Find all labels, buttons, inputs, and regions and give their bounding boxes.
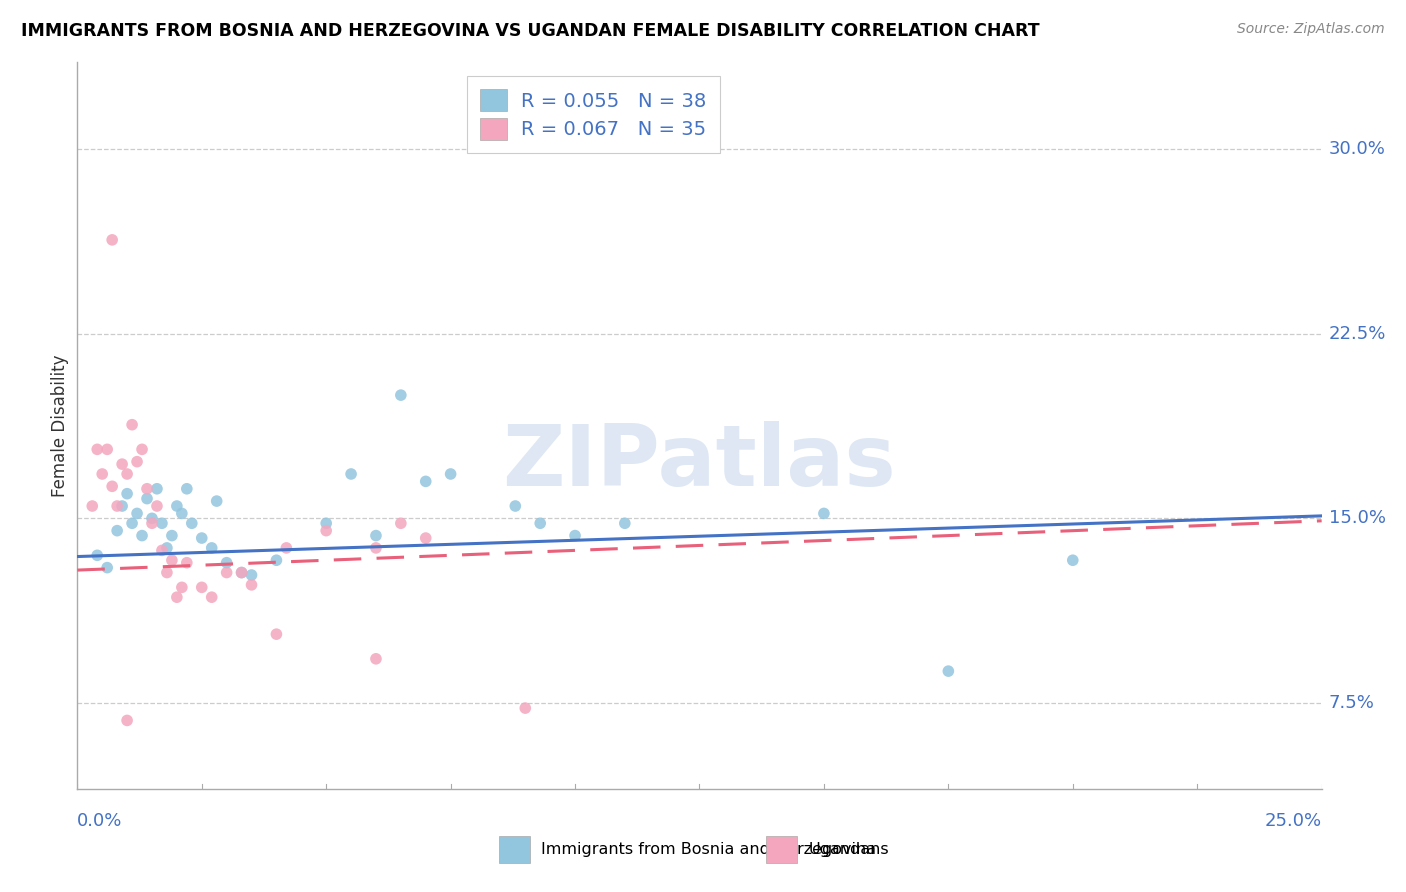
Point bbox=[315, 516, 337, 531]
Point bbox=[160, 553, 183, 567]
Y-axis label: Female Disability: Female Disability bbox=[51, 355, 69, 497]
Point bbox=[176, 556, 198, 570]
Point bbox=[364, 528, 387, 542]
Point bbox=[156, 541, 179, 555]
Point bbox=[191, 531, 214, 545]
Point bbox=[340, 467, 363, 481]
Point bbox=[170, 507, 193, 521]
Point bbox=[180, 516, 202, 531]
Point bbox=[389, 516, 412, 531]
Point bbox=[115, 467, 138, 481]
Point bbox=[121, 516, 143, 531]
Point bbox=[125, 455, 148, 469]
Point bbox=[215, 556, 238, 570]
Text: IMMIGRANTS FROM BOSNIA AND HERZEGOVINA VS UGANDAN FEMALE DISABILITY CORRELATION : IMMIGRANTS FROM BOSNIA AND HERZEGOVINA V… bbox=[21, 22, 1039, 40]
Point bbox=[91, 467, 114, 481]
Point bbox=[141, 511, 163, 525]
Point bbox=[364, 652, 387, 666]
Point bbox=[440, 467, 463, 481]
Point bbox=[136, 491, 159, 506]
Point bbox=[231, 566, 253, 580]
Point bbox=[166, 499, 188, 513]
Text: Source: ZipAtlas.com: Source: ZipAtlas.com bbox=[1237, 22, 1385, 37]
Point bbox=[111, 499, 134, 513]
Point bbox=[315, 524, 337, 538]
Point bbox=[205, 494, 228, 508]
Point bbox=[136, 482, 159, 496]
Text: ZIPatlas: ZIPatlas bbox=[502, 421, 897, 504]
Text: 22.5%: 22.5% bbox=[1329, 325, 1386, 343]
Point bbox=[364, 541, 387, 555]
Point bbox=[101, 233, 124, 247]
Point bbox=[813, 507, 835, 521]
Point bbox=[1062, 553, 1084, 567]
Point bbox=[564, 528, 586, 542]
Point bbox=[201, 541, 224, 555]
Point bbox=[150, 516, 173, 531]
Legend: R = 0.055   N = 38, R = 0.067   N = 35: R = 0.055 N = 38, R = 0.067 N = 35 bbox=[467, 76, 720, 153]
Point bbox=[146, 482, 169, 496]
Point bbox=[266, 627, 288, 641]
Point bbox=[170, 580, 193, 594]
Point bbox=[115, 486, 138, 500]
Point bbox=[121, 417, 143, 432]
Point bbox=[166, 591, 188, 605]
Point bbox=[201, 591, 224, 605]
Point bbox=[191, 580, 214, 594]
Point bbox=[86, 442, 108, 457]
Text: Ugandans: Ugandans bbox=[808, 842, 889, 856]
Point bbox=[529, 516, 551, 531]
Text: 15.0%: 15.0% bbox=[1329, 509, 1386, 527]
Point bbox=[505, 499, 527, 513]
Text: 0.0%: 0.0% bbox=[77, 812, 122, 830]
Point bbox=[101, 479, 124, 493]
Point bbox=[389, 388, 412, 402]
Point bbox=[96, 560, 118, 574]
Point bbox=[938, 664, 960, 678]
Point bbox=[266, 553, 288, 567]
Point bbox=[240, 578, 263, 592]
Point bbox=[176, 482, 198, 496]
Point bbox=[96, 442, 118, 457]
Point bbox=[82, 499, 104, 513]
Point bbox=[111, 457, 134, 471]
Point bbox=[105, 524, 128, 538]
Point bbox=[215, 566, 238, 580]
Point bbox=[515, 701, 537, 715]
Point bbox=[156, 566, 179, 580]
Point bbox=[131, 442, 153, 457]
Point bbox=[276, 541, 298, 555]
Point bbox=[115, 714, 138, 728]
Text: Immigrants from Bosnia and Herzegovina: Immigrants from Bosnia and Herzegovina bbox=[541, 842, 876, 856]
Text: 25.0%: 25.0% bbox=[1264, 812, 1322, 830]
Point bbox=[105, 499, 128, 513]
Text: 7.5%: 7.5% bbox=[1329, 694, 1375, 712]
Point bbox=[415, 531, 437, 545]
Point bbox=[86, 549, 108, 563]
Point bbox=[415, 475, 437, 489]
Point bbox=[613, 516, 636, 531]
Point bbox=[141, 516, 163, 531]
Point bbox=[131, 528, 153, 542]
Point bbox=[240, 568, 263, 582]
Point bbox=[146, 499, 169, 513]
Point bbox=[231, 566, 253, 580]
Point bbox=[125, 507, 148, 521]
Point bbox=[160, 528, 183, 542]
Point bbox=[150, 543, 173, 558]
Text: 30.0%: 30.0% bbox=[1329, 140, 1385, 158]
